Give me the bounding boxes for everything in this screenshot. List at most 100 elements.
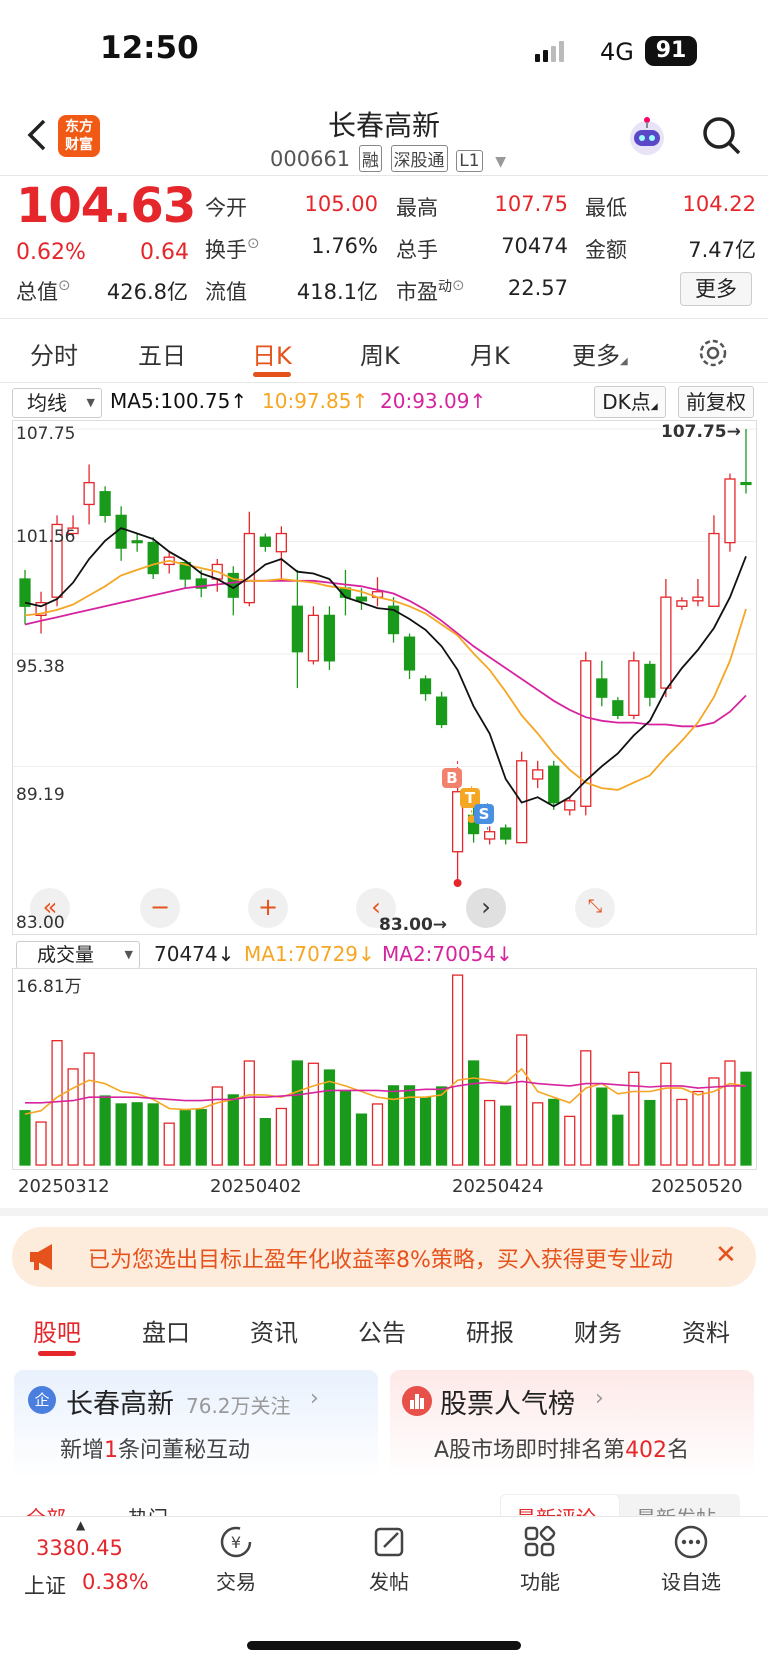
kline-chart-frame[interactable]	[12, 420, 758, 936]
nav-trade[interactable]: ¥ 交易	[191, 1524, 281, 1595]
search-icon[interactable]	[700, 114, 742, 156]
scroll-right-button[interactable]: ›	[466, 888, 506, 928]
stock-bar-card[interactable]	[14, 1370, 378, 1478]
volume-bar	[179, 1110, 191, 1166]
tab-weekly-k[interactable]: 周K	[360, 342, 400, 370]
back-icon[interactable]	[22, 115, 52, 155]
nav-post[interactable]: 发帖	[344, 1524, 434, 1595]
volume-bar	[227, 1094, 239, 1166]
network-type: 4G	[600, 38, 634, 66]
date-label-2: 20250402	[210, 1176, 302, 1197]
candle-body	[692, 596, 704, 602]
dropdown-icon: ▼	[86, 396, 95, 409]
card-stock-name: 长春高新	[66, 1389, 174, 1420]
marker-sell[interactable]: S	[474, 804, 494, 824]
candle-body	[307, 614, 320, 662]
tab-pankou[interactable]: 盘口	[142, 1319, 190, 1347]
chevron-right-icon: ›	[310, 1386, 319, 1411]
index-change[interactable]: 0.38%	[82, 1570, 149, 1594]
tab-five-day[interactable]: 五日	[138, 342, 186, 370]
scroll-left-fast-button[interactable]: «	[30, 888, 70, 928]
tab-active-indicator	[253, 372, 291, 377]
low-point-dot	[453, 879, 462, 887]
volume-bar	[387, 1085, 400, 1166]
volume-bar	[708, 1077, 720, 1166]
volume-bar	[676, 1098, 688, 1166]
tab-intraday[interactable]: 分时	[30, 342, 78, 370]
volume-select-label: 成交量	[37, 944, 95, 966]
volume-bar	[163, 1122, 175, 1166]
index-name[interactable]: 上证	[24, 1574, 66, 1598]
pe-sup: 动	[438, 279, 452, 295]
pe-label-text: 市盈	[396, 280, 438, 304]
nav-trade-label: 交易	[216, 1570, 256, 1594]
candle-body	[243, 532, 255, 604]
assistant-robot-icon[interactable]	[625, 114, 669, 158]
tab-announcement[interactable]: 公告	[358, 1319, 406, 1347]
nav-functions[interactable]: 功能	[495, 1524, 585, 1595]
volume-chart[interactable]	[13, 969, 758, 1171]
float-value: 418.1亿	[296, 280, 378, 304]
marker-buy[interactable]: B	[442, 768, 462, 788]
kline-chart[interactable]	[13, 421, 758, 936]
settings-gear-icon[interactable]	[696, 336, 730, 370]
promo-banner[interactable]	[12, 1227, 756, 1287]
index-value[interactable]: 3380.45	[36, 1536, 123, 1560]
dk-point-button[interactable]: DK点◢	[594, 386, 666, 418]
close-icon[interactable]: ✕	[715, 1240, 737, 1270]
card-followers: 76.2万关注	[186, 1394, 291, 1418]
turnover-label[interactable]: 换手⊙	[205, 234, 260, 264]
card-right-sub-num: 402	[625, 1438, 668, 1463]
tab-profile[interactable]: 资料	[682, 1319, 730, 1347]
volume-bar	[259, 1118, 271, 1166]
volume-bar	[451, 974, 464, 1166]
tab-news[interactable]: 资讯	[250, 1319, 298, 1347]
mktcap-label[interactable]: 总值⊙	[16, 276, 71, 306]
ma5-value: MA5:100.75↑	[110, 389, 248, 413]
nav-watchlist-label: 设自选	[661, 1570, 721, 1594]
tab-more[interactable]: 更多◢	[572, 336, 628, 371]
marker-dot	[467, 815, 476, 823]
amount-value: 7.47亿	[688, 238, 756, 262]
candle-body	[179, 561, 191, 580]
volume-bar	[355, 1113, 368, 1166]
nav-watchlist[interactable]: 设自选	[646, 1524, 736, 1595]
volume-bar	[628, 1071, 640, 1166]
more-button[interactable]: 更多	[680, 272, 752, 306]
svg-text:¥: ¥	[231, 1533, 241, 1552]
popularity-card[interactable]	[390, 1370, 754, 1478]
brand-line-1: 东方	[65, 119, 93, 135]
zoom-out-button[interactable]: −	[140, 888, 180, 928]
battery-icon: 91	[645, 36, 697, 66]
tab-research[interactable]: 研报	[466, 1319, 514, 1347]
promo-text[interactable]: 已为您选出目标止盈年化收益率8%策略，买入获得更专业动	[88, 1248, 673, 1273]
scroll-left-button[interactable]: ‹	[356, 888, 396, 928]
marker-t[interactable]: T	[460, 788, 480, 808]
fullscreen-icon[interactable]: ⤡	[575, 888, 615, 928]
candle-body	[275, 532, 287, 553]
volume-indicator-select[interactable]: 成交量 ▼	[16, 941, 140, 969]
indicator-select[interactable]: 均线 ▼	[12, 388, 102, 418]
tab-guba[interactable]: 股吧	[33, 1319, 81, 1347]
dropdown-icon: ▼	[124, 948, 133, 961]
candle-body	[580, 660, 592, 807]
tab-daily-k[interactable]: 日K	[252, 342, 292, 370]
volume-current: 70474↓	[154, 942, 235, 966]
dropdown-icon: ▼	[495, 154, 506, 170]
volume-value: 70474	[501, 234, 568, 258]
mktcap-value: 426.8亿	[106, 280, 188, 304]
grid-icon	[524, 1525, 556, 1557]
volume-max-label: 16.81万	[16, 977, 82, 997]
date-label-3: 20250424	[452, 1176, 544, 1197]
stock-code-row[interactable]: 000661 融 深股通 L1 ▼	[270, 145, 506, 172]
volume-bar	[83, 1052, 95, 1166]
tab-monthly-k[interactable]: 月K	[470, 342, 510, 370]
bottom-nav	[0, 1516, 768, 1665]
volume-bar	[435, 1086, 448, 1166]
volume-chart-frame[interactable]	[12, 968, 757, 1170]
pe-label[interactable]: 市盈动⊙	[396, 276, 465, 306]
tab-finance[interactable]: 财务	[574, 1319, 622, 1347]
adjust-button[interactable]: 前复权	[678, 386, 754, 418]
volume-bar	[724, 1060, 736, 1166]
zoom-in-button[interactable]: +	[248, 888, 288, 928]
